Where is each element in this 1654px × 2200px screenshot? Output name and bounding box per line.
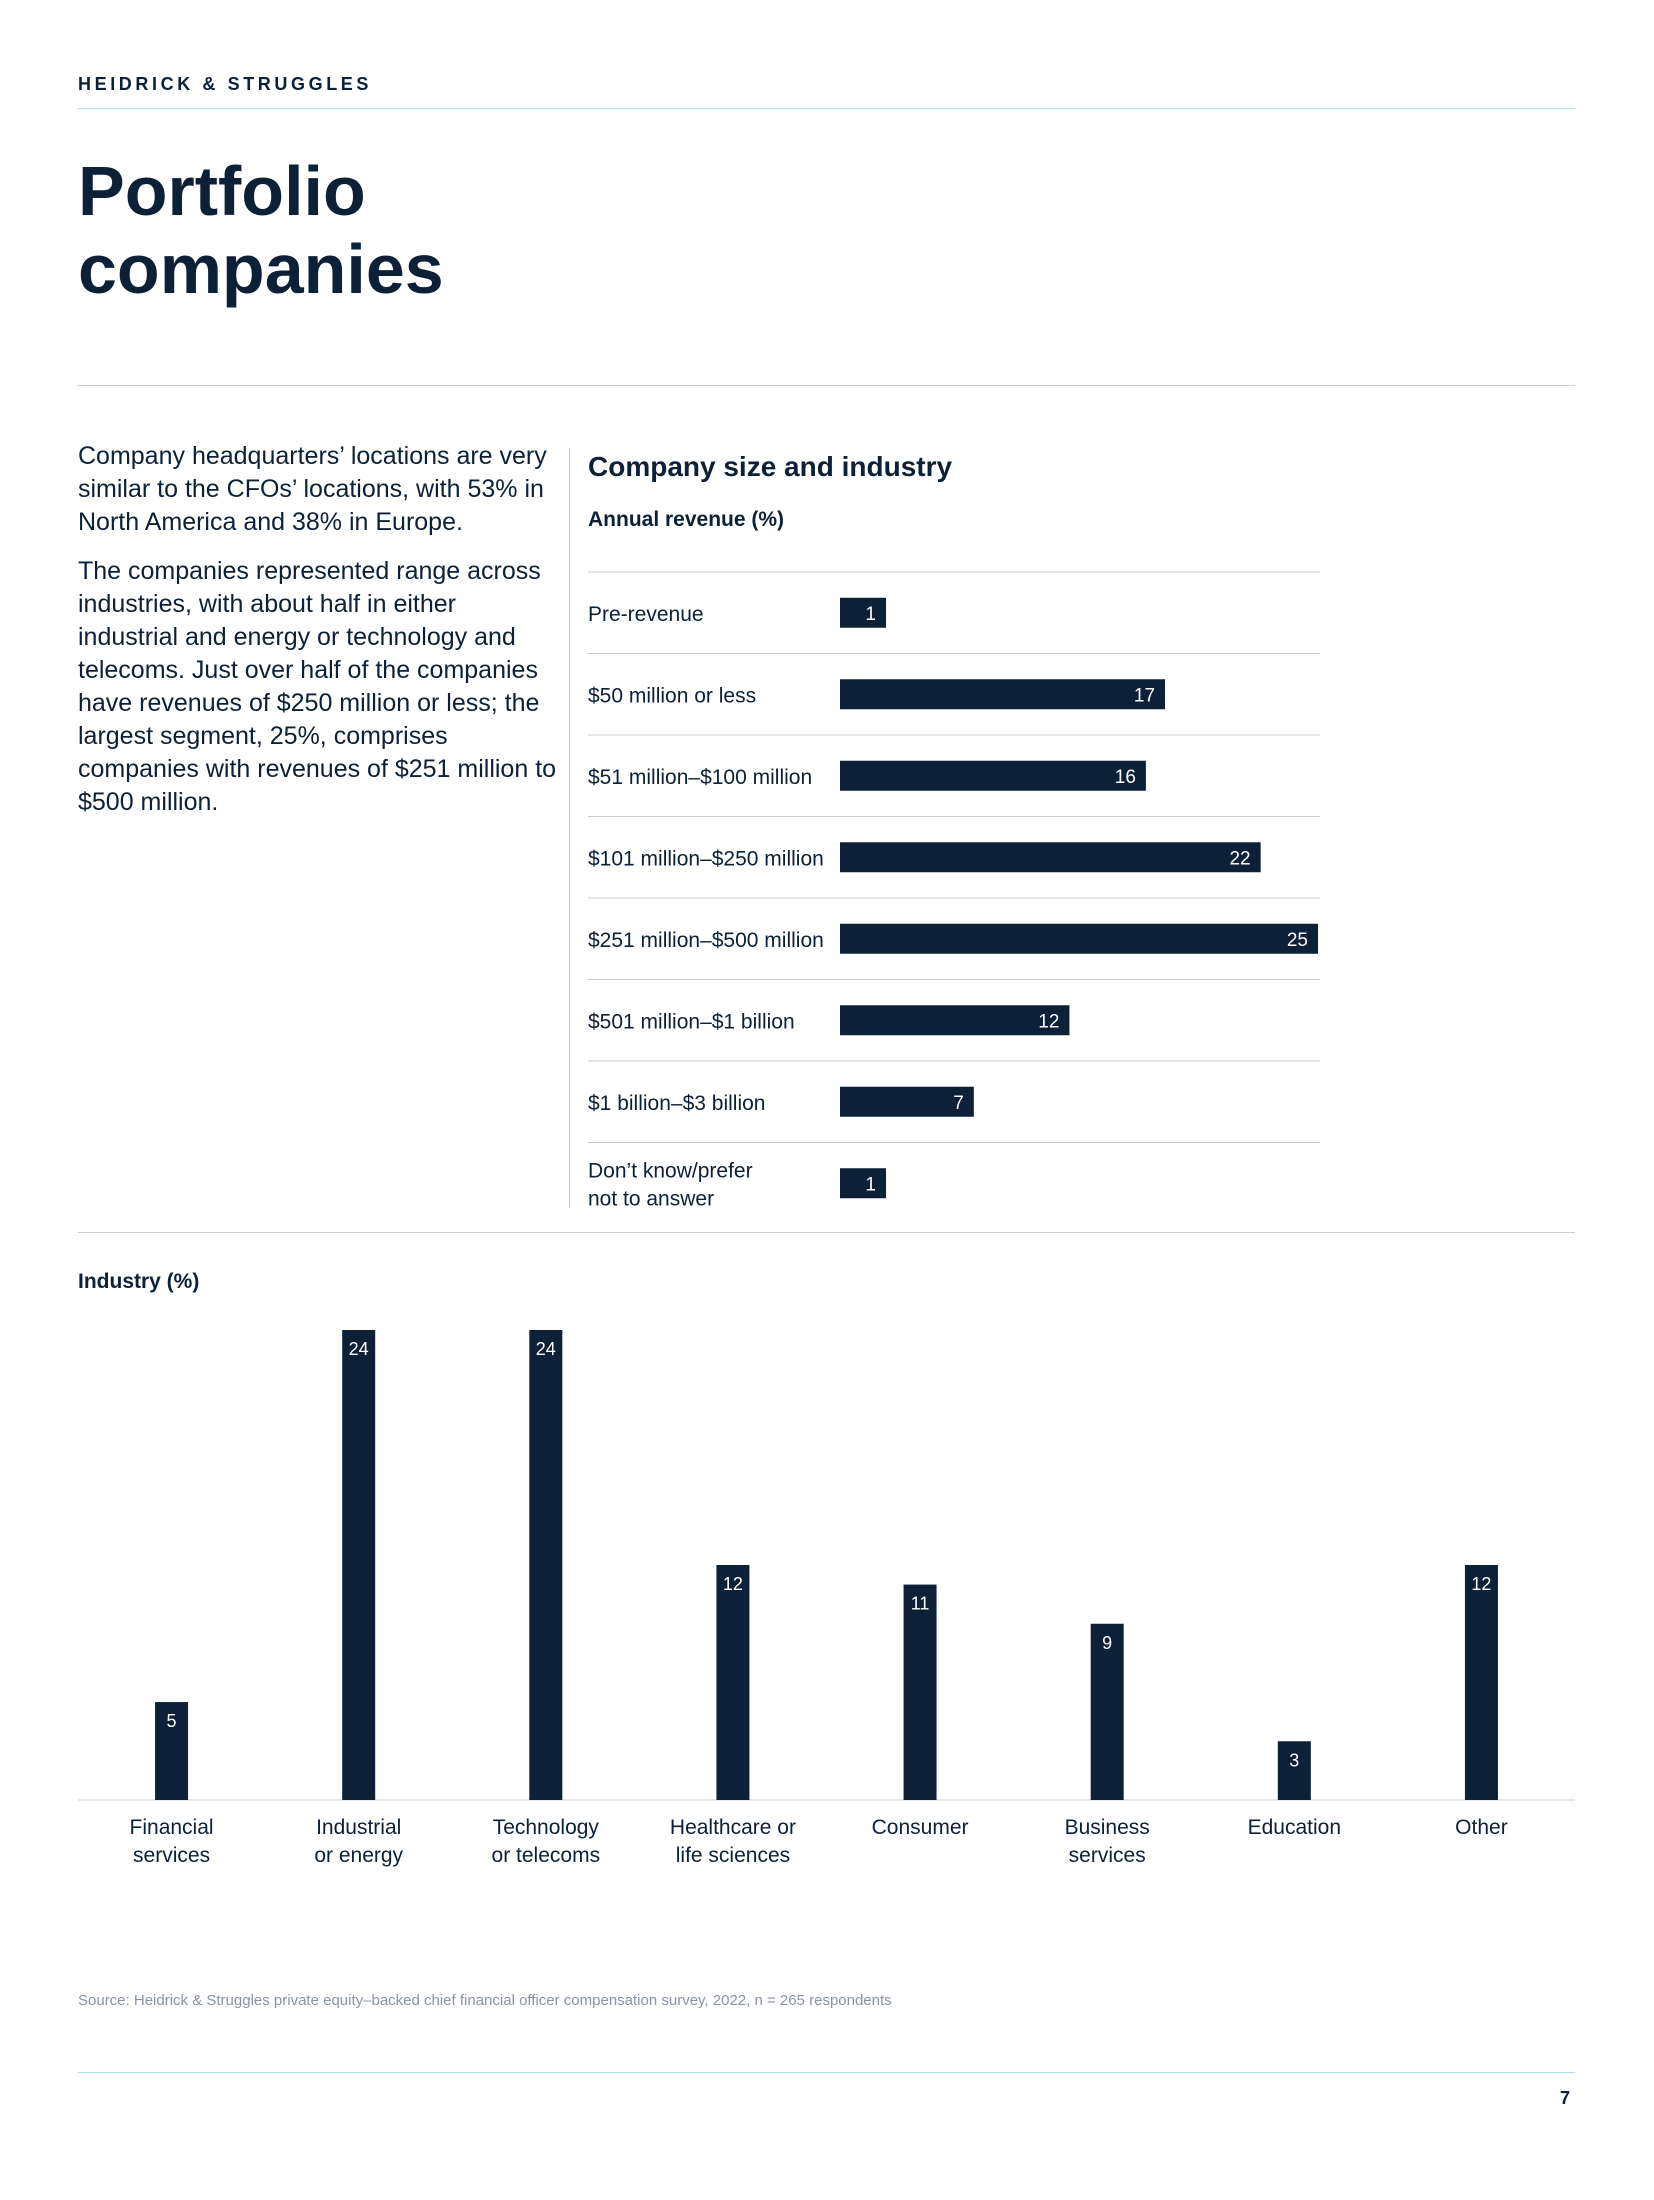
revenue-bar — [840, 923, 1318, 954]
industry-category-label: Other — [1455, 1816, 1508, 1839]
industry-value-label: 12 — [1471, 1574, 1491, 1594]
revenue-bar — [840, 679, 1166, 710]
industry-bar — [529, 1330, 563, 1800]
page-title-line-2: companies — [78, 230, 444, 308]
industry-bar — [903, 1584, 937, 1800]
industry-value-label: 12 — [723, 1574, 743, 1594]
industry-bar — [342, 1330, 376, 1800]
revenue-bar — [840, 597, 886, 628]
revenue-value-label: 1 — [865, 1174, 876, 1195]
revenue-value-label: 25 — [1287, 930, 1308, 951]
industry-category-label-line: or energy — [314, 1844, 403, 1867]
revenue-category-label: Pre-revenue — [588, 603, 704, 626]
revenue-category-label-line: not to answer — [588, 1187, 714, 1210]
revenue-category-label-line: Pre-revenue — [588, 603, 704, 626]
revenue-category-label-line: $1 billion–$3 billion — [588, 1092, 765, 1115]
revenue-category-label-line: $251 million–$500 million — [588, 929, 824, 952]
intro-paragraph-2: The companies represented range across i… — [78, 557, 557, 816]
industry-bar-chart: 5 Financial services 24 Industrial or energy 2… — [78, 1330, 1575, 1867]
revenue-category-label-line: $101 million–$250 million — [588, 847, 824, 870]
industry-category-label: Financial services — [130, 1816, 214, 1867]
industry-bar — [1464, 1565, 1498, 1800]
revenue-bar-chart: Pre-revenue 1$50 million or less 17$51 mil… — [588, 571, 1320, 1210]
title-divider — [78, 385, 1575, 386]
industry-category-label: Healthcare or life sciences — [670, 1816, 796, 1867]
revenue-category-label: $501 million–$1 billion — [588, 1010, 795, 1033]
industry-category-label-line: services — [1069, 1844, 1146, 1867]
revenue-bar — [840, 1005, 1070, 1036]
industry-bar — [155, 1702, 189, 1800]
industry-category-label-line: Industrial — [316, 1816, 401, 1839]
industry-category-label-line: services — [133, 1844, 210, 1867]
industry-value-label: 11 — [911, 1594, 930, 1614]
industry-category-label: Consumer — [872, 1816, 969, 1839]
page-title: Portfolio companies — [78, 152, 444, 308]
industry-category-label-line: life sciences — [676, 1844, 790, 1867]
revenue-value-label: 22 — [1229, 848, 1250, 869]
brand-wordmark: HEIDRICK & STRUGGLES — [78, 74, 373, 94]
revenue-category-label-line: $50 million or less — [588, 684, 756, 707]
revenue-value-label: 16 — [1115, 767, 1136, 788]
industry-bar — [1090, 1623, 1124, 1800]
industry-category-label: Industrial or energy — [314, 1816, 403, 1867]
industry-category-label: Technology or telecoms — [492, 1816, 601, 1867]
revenue-chart-subtitle: Annual revenue (%) — [588, 508, 785, 531]
industry-category-label-line: or telecoms — [492, 1844, 601, 1867]
revenue-value-label: 1 — [865, 604, 876, 625]
revenue-value-label: 7 — [953, 1093, 964, 1114]
industry-value-label: 9 — [1102, 1633, 1112, 1653]
revenue-category-label: $101 million–$250 million — [588, 847, 824, 870]
page-title-line-1: Portfolio — [78, 152, 366, 230]
revenue-category-label: $51 million–$100 million — [588, 766, 812, 789]
revenue-value-label: 12 — [1038, 1011, 1059, 1032]
industry-category-label-line: Consumer — [872, 1816, 969, 1839]
footer-rule — [78, 2072, 1575, 2073]
industry-category-label-line: Education — [1248, 1816, 1341, 1839]
intro-paragraph-1: Company headquarters’ locations are very… — [78, 442, 547, 536]
revenue-bar — [840, 1168, 886, 1199]
industry-value-label: 3 — [1289, 1750, 1299, 1770]
revenue-value-label: 17 — [1134, 685, 1155, 706]
revenue-category-label-line: $51 million–$100 million — [588, 766, 812, 789]
revenue-category-label: $1 billion–$3 billion — [588, 1092, 765, 1115]
industry-category-label-line: Financial — [130, 1816, 214, 1839]
industry-category-label-line: Healthcare or — [670, 1816, 796, 1839]
revenue-category-label: $50 million or less — [588, 684, 756, 707]
source-note: Source: Heidrick & Struggles private equ… — [78, 1992, 892, 2009]
industry-bar — [716, 1565, 750, 1800]
revenue-category-label: $251 million–$500 million — [588, 929, 824, 952]
revenue-category-label: Don’t know/prefer not to answer — [588, 1159, 753, 1210]
industry-category-label-line: Other — [1455, 1816, 1508, 1839]
column-divider — [569, 448, 570, 1208]
industry-value-label: 24 — [349, 1339, 369, 1359]
industry-value-label: 24 — [536, 1339, 556, 1359]
industry-value-label: 5 — [167, 1711, 177, 1731]
revenue-bar — [840, 760, 1146, 791]
chart-title: Company size and industry — [588, 451, 953, 482]
page-number: 7 — [1560, 2088, 1571, 2108]
industry-category-label-line: Business — [1065, 1816, 1150, 1839]
revenue-bar — [840, 1086, 974, 1117]
section-divider — [78, 1232, 1575, 1233]
industry-bar — [1277, 1741, 1311, 1800]
revenue-category-label-line: Don’t know/prefer — [588, 1159, 753, 1182]
industry-category-label-line: Technology — [493, 1816, 600, 1839]
industry-category-label: Business services — [1065, 1816, 1150, 1867]
intro-text: Company headquarters’ locations are very… — [78, 440, 558, 835]
revenue-category-label-line: $501 million–$1 billion — [588, 1010, 795, 1033]
industry-chart-title: Industry (%) — [78, 1270, 200, 1293]
header-rule — [78, 108, 1575, 109]
revenue-bar — [840, 842, 1261, 873]
industry-category-label: Education — [1248, 1816, 1341, 1839]
